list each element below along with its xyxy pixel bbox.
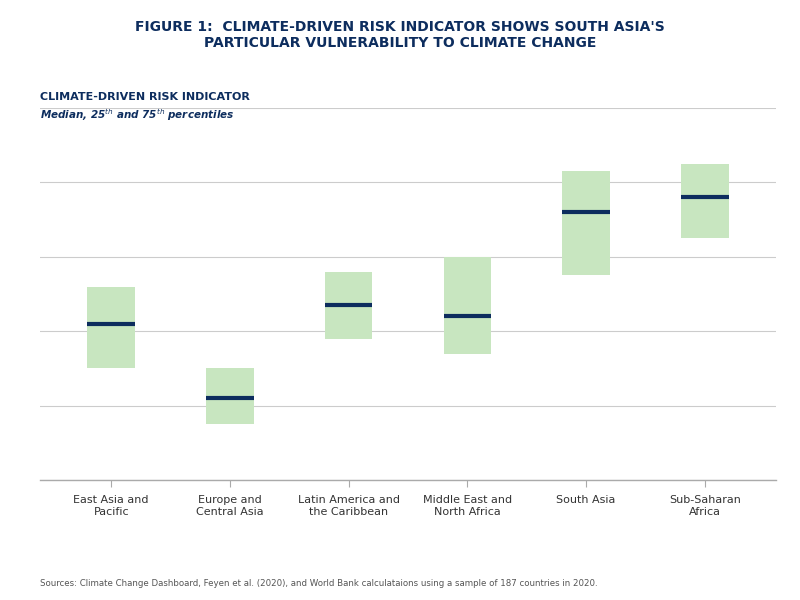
FancyBboxPatch shape <box>562 171 610 275</box>
FancyBboxPatch shape <box>87 287 135 368</box>
FancyBboxPatch shape <box>325 272 372 338</box>
Text: Median, 25$^{th}$ and 75$^{th}$ percentiles: Median, 25$^{th}$ and 75$^{th}$ percenti… <box>40 107 234 122</box>
FancyBboxPatch shape <box>444 257 491 353</box>
FancyBboxPatch shape <box>206 368 254 424</box>
Text: Sources: Climate Change Dashboard, Feyen et al. (2020), and World Bank calculata: Sources: Climate Change Dashboard, Feyen… <box>40 579 598 588</box>
Text: FIGURE 1:  CLIMATE-DRIVEN RISK INDICATOR SHOWS SOUTH ASIA'S
PARTICULAR VULNERABI: FIGURE 1: CLIMATE-DRIVEN RISK INDICATOR … <box>135 20 665 50</box>
FancyBboxPatch shape <box>681 164 729 238</box>
Text: CLIMATE-DRIVEN RISK INDICATOR: CLIMATE-DRIVEN RISK INDICATOR <box>40 92 250 102</box>
